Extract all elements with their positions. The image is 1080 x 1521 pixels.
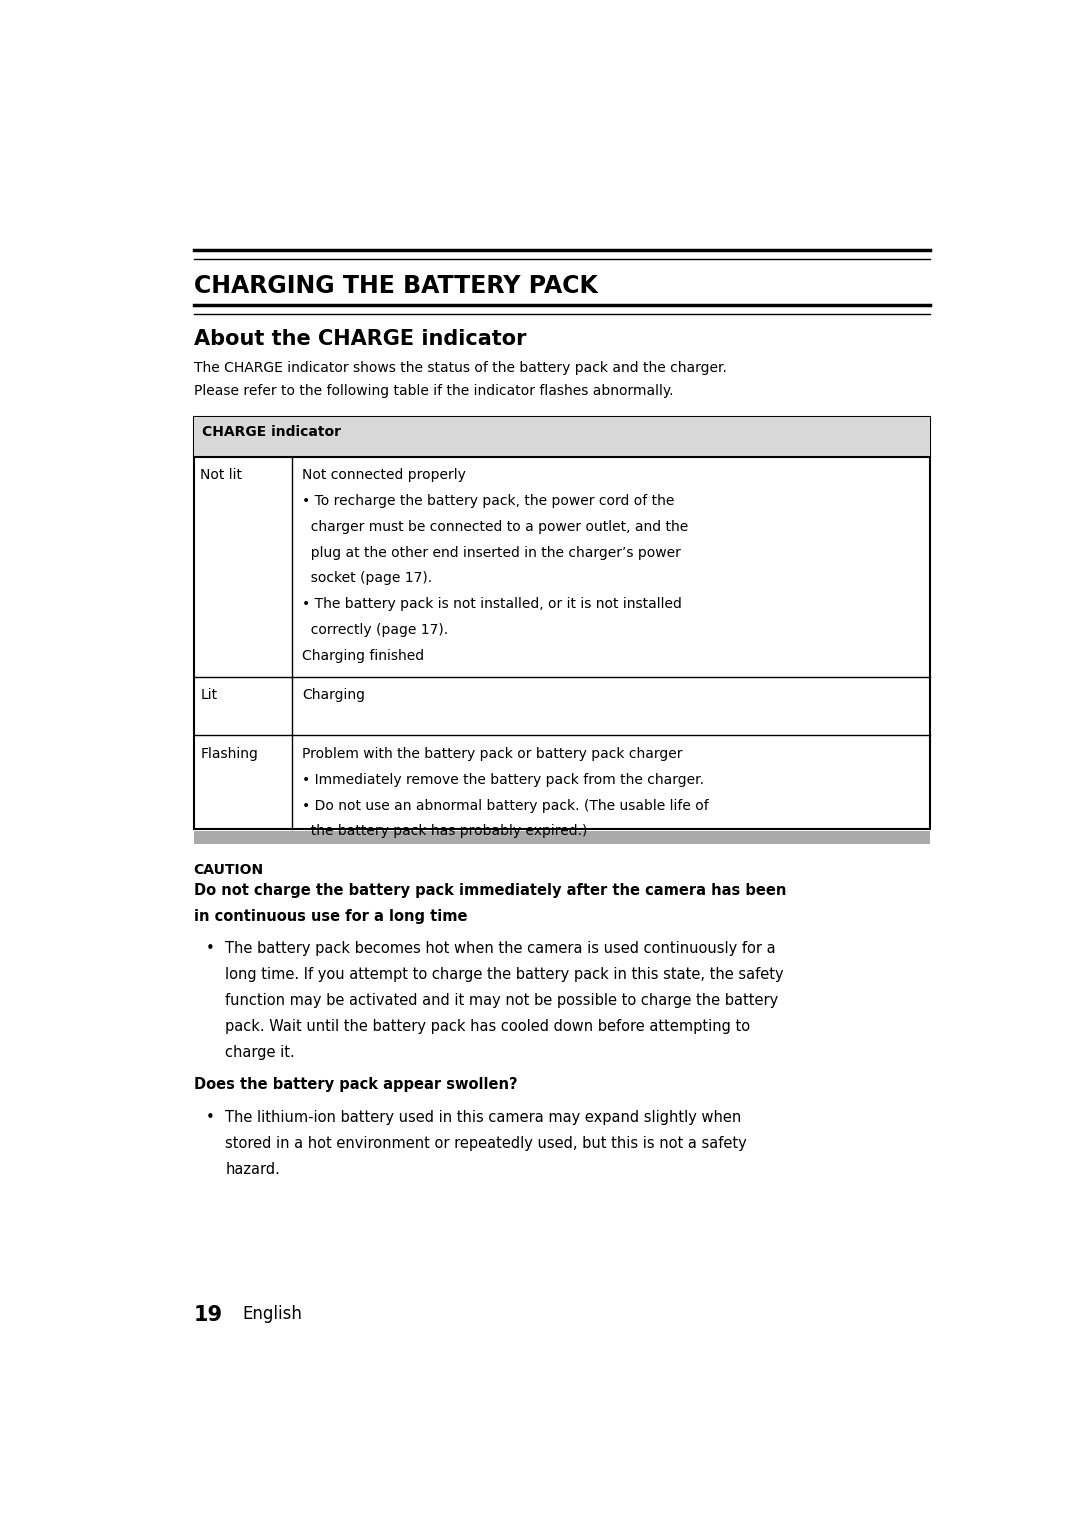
Text: Does the battery pack appear swollen?: Does the battery pack appear swollen? — [193, 1077, 517, 1092]
Text: Please refer to the following table if the indicator flashes abnormally.: Please refer to the following table if t… — [193, 383, 673, 399]
Text: CHARGING THE BATTERY PACK: CHARGING THE BATTERY PACK — [193, 274, 597, 298]
Text: The battery pack becomes hot when the camera is used continuously for a: The battery pack becomes hot when the ca… — [226, 941, 777, 957]
Text: CAUTION: CAUTION — [193, 862, 264, 878]
Text: Problem with the battery pack or battery pack charger: Problem with the battery pack or battery… — [302, 747, 683, 760]
Text: • To recharge the battery pack, the power cord of the: • To recharge the battery pack, the powe… — [302, 494, 675, 508]
Bar — [193, 832, 930, 844]
Text: socket (page 17).: socket (page 17). — [302, 572, 432, 586]
Text: in continuous use for a long time: in continuous use for a long time — [193, 908, 467, 923]
Text: Charging finished: Charging finished — [302, 648, 424, 663]
Text: CHARGE indicator: CHARGE indicator — [202, 424, 341, 440]
Text: 19: 19 — [193, 1305, 222, 1325]
Text: the battery pack has probably expired.): the battery pack has probably expired.) — [302, 824, 588, 838]
Text: • Immediately remove the battery pack from the charger.: • Immediately remove the battery pack fr… — [302, 773, 704, 786]
Text: Not lit: Not lit — [200, 468, 242, 482]
Text: The lithium-ion battery used in this camera may expand slightly when: The lithium-ion battery used in this cam… — [226, 1110, 742, 1126]
Text: Flashing: Flashing — [200, 747, 258, 760]
Text: long time. If you attempt to charge the battery pack in this state, the safety: long time. If you attempt to charge the … — [226, 967, 784, 983]
Text: Charging: Charging — [302, 689, 365, 703]
Bar — [193, 417, 930, 829]
Text: The CHARGE indicator shows the status of the battery pack and the charger.: The CHARGE indicator shows the status of… — [193, 360, 727, 374]
Text: English: English — [242, 1305, 302, 1322]
Text: About the CHARGE indicator: About the CHARGE indicator — [193, 329, 526, 348]
Text: plug at the other end inserted in the charger’s power: plug at the other end inserted in the ch… — [302, 546, 681, 560]
Text: stored in a hot environment or repeatedly used, but this is not a safety: stored in a hot environment or repeatedl… — [226, 1136, 747, 1151]
Text: function may be activated and it may not be possible to charge the battery: function may be activated and it may not… — [226, 993, 779, 1008]
Text: charger must be connected to a power outlet, and the: charger must be connected to a power out… — [302, 520, 689, 534]
Text: Lit: Lit — [200, 689, 217, 703]
Text: Do not charge the battery pack immediately after the camera has been: Do not charge the battery pack immediate… — [193, 882, 786, 897]
Text: correctly (page 17).: correctly (page 17). — [302, 624, 448, 637]
Text: • The battery pack is not installed, or it is not installed: • The battery pack is not installed, or … — [302, 598, 683, 611]
Text: Not connected properly: Not connected properly — [302, 468, 467, 482]
Text: •: • — [206, 941, 215, 957]
Text: • Do not use an abnormal battery pack. (The usable life of: • Do not use an abnormal battery pack. (… — [302, 799, 710, 812]
Text: pack. Wait until the battery pack has cooled down before attempting to: pack. Wait until the battery pack has co… — [226, 1019, 751, 1034]
Text: charge it.: charge it. — [226, 1045, 295, 1060]
Text: •: • — [206, 1110, 215, 1126]
Text: hazard.: hazard. — [226, 1162, 281, 1177]
Bar — [193, 417, 930, 456]
